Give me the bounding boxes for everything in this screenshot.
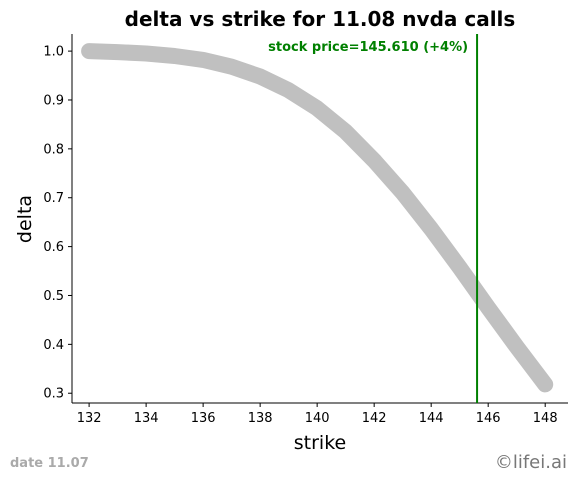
x-tick-label: 148 bbox=[533, 411, 558, 426]
y-tick-label: 0.8 bbox=[43, 142, 64, 157]
y-tick-label: 0.6 bbox=[43, 240, 64, 255]
x-tick-label: 142 bbox=[362, 411, 387, 426]
footer-date: date 11.07 bbox=[10, 456, 89, 471]
x-tick-label: 144 bbox=[419, 411, 444, 426]
y-axis-label: delta bbox=[14, 195, 36, 243]
y-tick-label: 0.3 bbox=[43, 387, 64, 402]
x-tick-label: 132 bbox=[77, 411, 102, 426]
x-tick-label: 140 bbox=[305, 411, 330, 426]
y-tick-label: 0.7 bbox=[43, 191, 64, 206]
series-line bbox=[81, 43, 554, 393]
stock-price-annotation: stock price=145.610 (+4%) bbox=[268, 40, 468, 55]
footer-brand: ©lifei.ai bbox=[494, 452, 567, 473]
chart-title: delta vs strike for 11.08 nvda calls bbox=[125, 7, 516, 31]
y-tick-label: 0.5 bbox=[43, 289, 64, 304]
y-tick-label: 1.0 bbox=[43, 45, 64, 60]
y-tick-label: 0.4 bbox=[43, 338, 64, 353]
plot-area: 132 134 136 138 140 142 144 146 148 0.3 0.4 0.5 0.6 0… bbox=[43, 34, 568, 426]
x-tick-label: 136 bbox=[191, 411, 216, 426]
x-tick-label: 146 bbox=[476, 411, 501, 426]
y-tick-label: 0.9 bbox=[43, 93, 64, 108]
x-tick-label: 134 bbox=[134, 411, 159, 426]
x-tick-label: 138 bbox=[248, 411, 273, 426]
x-axis-label: strike bbox=[294, 432, 346, 454]
